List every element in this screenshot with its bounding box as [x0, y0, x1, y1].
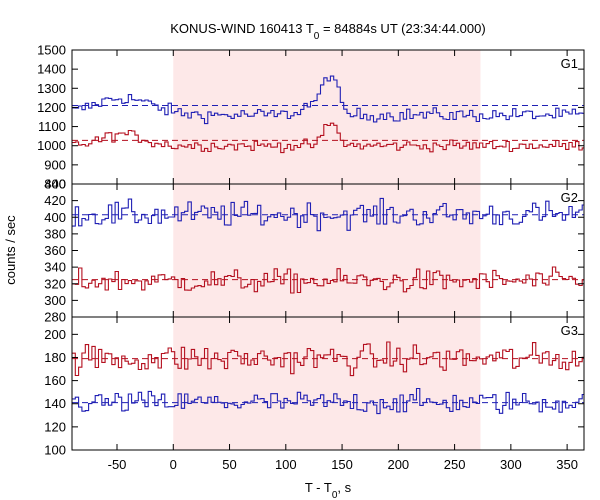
ytick-label: 1100 [38, 119, 66, 134]
ytick-label: 1500 [37, 43, 66, 58]
ytick-label: 420 [44, 193, 66, 208]
ytick-label: 380 [44, 226, 66, 241]
panel-label-g1: G1 [561, 56, 578, 71]
ytick-label: 140 [44, 396, 66, 411]
ytick-label: 900 [44, 157, 66, 172]
ytick-label: 300 [44, 293, 66, 308]
ytick-label: 340 [44, 260, 66, 275]
ytick-label: 400 [44, 210, 66, 225]
lightcurve-g3-0 [72, 387, 584, 415]
xtick-label: 350 [556, 457, 578, 472]
ytick-label: 360 [44, 243, 66, 258]
ytick-label: 200 [44, 327, 66, 342]
lightcurve-g1-1 [72, 122, 584, 154]
xtick-label: 300 [500, 457, 522, 472]
lightcurve-g2-0 [72, 197, 584, 232]
xtick-label: 0 [170, 457, 177, 472]
xtick-label: 250 [444, 457, 466, 472]
xtick-label: 200 [387, 457, 409, 472]
xtick-label: 50 [222, 457, 236, 472]
y-axis-label: counts / sec [3, 215, 18, 285]
ytick-label: 800 [44, 177, 66, 192]
ytick-label: 320 [44, 276, 66, 291]
chart-title: KONUS-WIND 160413 T0 = 84884s UT (23:34:… [170, 21, 485, 42]
panel-label-g3: G3 [561, 323, 578, 338]
ytick-label: 180 [44, 350, 66, 365]
panel-frame-g3 [71, 316, 585, 451]
xtick-label: 100 [275, 457, 297, 472]
xtick-label: -50 [108, 457, 127, 472]
ytick-label: 100 [44, 443, 66, 458]
ytick-label: 1400 [37, 62, 66, 77]
ytick-label: 280 [44, 310, 66, 325]
xtick-label: 150 [331, 457, 353, 472]
lightcurve-g1-0 [72, 75, 584, 125]
x-axis-label: T - T0, s [305, 480, 352, 500]
lightcurve-g3-1 [72, 341, 584, 377]
shaded-interval [173, 50, 481, 450]
lightcurve-g2-1 [72, 266, 584, 294]
ytick-label: 120 [44, 419, 66, 434]
ytick-label: 1300 [37, 81, 66, 96]
panel-label-g2: G2 [561, 190, 578, 205]
ytick-label: 1000 [37, 138, 66, 153]
ytick-label: 1200 [37, 100, 66, 115]
ytick-label: 440 [44, 177, 66, 192]
ytick-label: 160 [44, 373, 66, 388]
